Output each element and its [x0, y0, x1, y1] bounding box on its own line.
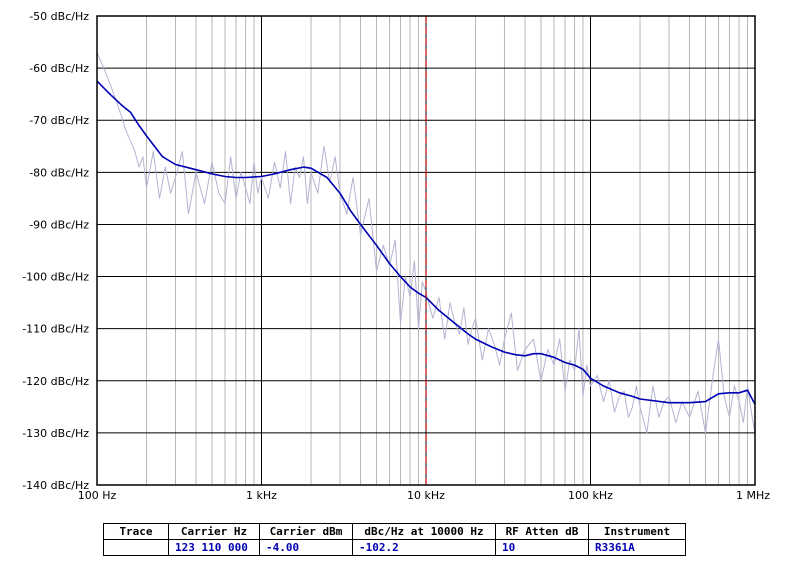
header-carrier-dbm: Carrier dBm — [259, 523, 353, 540]
x-tick-label: 10 kHz — [407, 489, 445, 502]
x-tick-label: 100 Hz — [78, 489, 117, 502]
plot-frame — [96, 15, 756, 486]
header-trace: Trace — [103, 523, 169, 540]
value-instrument: R3361A — [588, 539, 686, 556]
value-rf-atten: 10 — [495, 539, 589, 556]
value-carrier-hz: 123 110 000 — [168, 539, 260, 556]
header-dbc-at-10khz: dBc/Hz at 10000 Hz — [352, 523, 496, 540]
x-tick-label: 100 kHz — [568, 489, 613, 502]
y-tick-label: -130 dBc/Hz — [22, 427, 89, 440]
value-dbc-at-10khz: -102.2 — [352, 539, 496, 556]
y-tick-label: -80 dBc/Hz — [29, 166, 89, 179]
y-tick-label: -120 dBc/Hz — [22, 375, 89, 388]
y-tick-label: -70 dBc/Hz — [29, 114, 89, 127]
value-carrier-dbm: -4.00 — [259, 539, 353, 556]
y-tick-label: -60 dBc/Hz — [29, 62, 89, 75]
value-trace — [103, 539, 169, 556]
y-tick-label: -100 dBc/Hz — [22, 271, 89, 284]
y-tick-label: -140 dBc/Hz — [22, 479, 89, 492]
info-table-value-row: 123 110 000 -4.00 -102.2 10 R3361A — [103, 539, 686, 556]
y-tick-label: -110 dBc/Hz — [22, 323, 89, 336]
header-instrument: Instrument — [588, 523, 686, 540]
y-axis-labels: -50 dBc/Hz -60 dBc/Hz -70 dBc/Hz -80 dBc/Hz… — [22, 10, 89, 492]
phase-noise-plot: -50 dBc/Hz -60 dBc/Hz -70 dBc/Hz -80 dBc/Hz… — [22, 10, 771, 502]
minor-grid — [146, 16, 748, 485]
x-axis-labels: 100 Hz 1 kHz 10 kHz 100 kHz 1 MHz — [78, 489, 771, 502]
x-tick-label: 1 MHz — [736, 489, 770, 502]
info-table: Trace Carrier Hz Carrier dBm dBc/Hz at 1… — [103, 523, 686, 556]
header-rf-atten: RF Atten dB — [495, 523, 589, 540]
x-tick-label: 1 kHz — [246, 489, 277, 502]
header-carrier-hz: Carrier Hz — [168, 523, 260, 540]
y-tick-label: -90 dBc/Hz — [29, 218, 89, 231]
info-table-header-row: Trace Carrier Hz Carrier dBm dBc/Hz at 1… — [103, 523, 686, 540]
y-tick-label: -50 dBc/Hz — [29, 10, 89, 23]
